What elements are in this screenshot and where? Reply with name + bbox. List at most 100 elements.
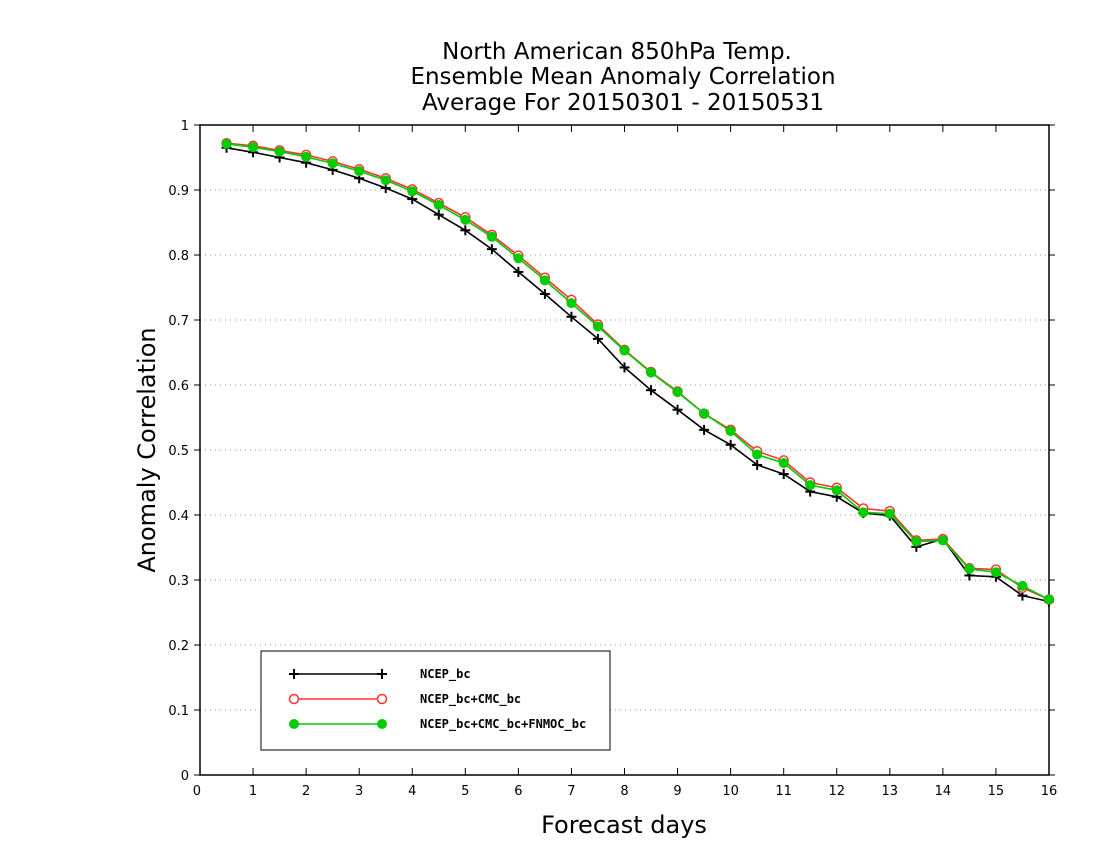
series-2-point-25 [884,508,895,519]
y-tick-label-3: 0.3 [168,574,189,589]
series-0-point-12 [539,289,550,299]
title-line-3: Average For 20150301 - 20150531 [422,90,824,116]
legend: NCEP_bc NCEP_bc+CMC_bc NCEP_bc+CMC_bc+FNMO… [260,650,611,751]
grid-lines [200,189,1049,711]
x-tick-label-12: 12 [828,784,845,799]
title-line-2: Ensemble Mean Anomaly Correlation [410,64,835,90]
title-line-1: North American 850hPa Temp. [442,39,792,65]
series-2-point-17 [672,387,683,398]
series-2-point-15 [619,345,630,356]
series-2-point-30 [1017,580,1028,591]
series-2-point-6 [380,175,391,186]
series-layer [221,137,1055,607]
x-tick-label-9: 9 [673,784,681,799]
series-2-point-5 [354,166,365,177]
series-2-point-2 [274,146,285,157]
series-2-point-27 [937,535,948,546]
series-2-point-23 [831,485,842,496]
series-2-point-22 [805,480,816,491]
series-2-point-19 [725,426,736,437]
x-tick-label-11: 11 [775,784,792,799]
series-2-point-28 [964,563,975,574]
legend-entry-1: NCEP_bc+CMC_bc [288,692,521,707]
y-tick-label-8: 0.8 [168,249,189,264]
series-0-point-9 [460,225,471,236]
series-0-point-13 [566,311,577,322]
legend-entry-2: NCEP_bc+CMC_bc+FNMOC_bc [289,717,586,732]
series-0-point-11 [513,266,524,277]
y-tick-label-0: 0 [181,769,189,784]
series-2-point-4 [327,158,338,169]
y-tick-label-10: 1 [181,119,189,134]
series-0-point-19 [725,439,736,450]
series-2-point-8 [433,199,444,210]
series-0-point-20 [752,459,763,470]
x-tick-label-5: 5 [461,784,469,799]
series-0-point-15 [619,362,630,373]
series-0-point-10 [486,244,497,255]
series-0-point-14 [592,333,603,344]
y-tick-label-4: 0.4 [168,509,189,524]
legend-marker-end-2 [377,719,387,729]
series-2-point-1 [248,142,259,153]
series-2-point-24 [858,507,869,518]
series-0-point-8 [433,209,444,220]
series-2-point-11 [513,253,524,264]
legend-marker-start-1 [288,693,300,705]
x-tick-label-3: 3 [355,784,363,799]
series-2-point-20 [752,449,763,460]
series-line-1 [226,142,1050,601]
series-2-point-21 [778,458,789,468]
series-0-point-17 [672,404,683,415]
y-tick-label-9: 0.9 [168,184,189,199]
series-0-point-16 [646,385,657,396]
x-tick-label-10: 10 [722,784,739,799]
x-tick-label-14: 14 [935,784,952,799]
legend-marker-end-1 [376,693,388,705]
legend-entry-0: NCEP_bc [289,667,471,682]
legend-box [260,650,611,751]
x-tick-label-13: 13 [882,784,899,799]
x-tick-label-4: 4 [408,784,416,799]
series-0 [221,142,1054,607]
series-1 [221,137,1055,605]
series-2-point-26 [911,536,922,547]
x-tick-label-7: 7 [567,784,575,799]
series-0-point-18 [699,424,710,435]
x-tick-label-1: 1 [249,784,257,799]
series-2 [221,138,1054,605]
series-2-point-3 [301,151,312,162]
y-tick-label-1: 0.1 [168,704,189,719]
legend-label-0: NCEP_bc [420,667,471,682]
y-tick-label-2: 0.2 [168,639,189,654]
series-2-point-31 [1044,594,1054,605]
series-2-point-14 [592,321,603,332]
series-line-0 [226,147,1050,603]
axes: 00.10.20.30.40.50.60.70.80.910 1 2 3 4 5 6 7 8 9 1… [168,119,1057,799]
series-2-point-16 [646,367,657,378]
series-2-point-0 [221,138,232,149]
legend-label-2: NCEP_bc+CMC_bc+FNMOC_bc [420,717,586,732]
x-tick-label-8: 8 [620,784,628,799]
y-tick-label-6: 0.6 [168,379,189,394]
series-2-point-10 [486,231,497,242]
x-tick-label-6: 6 [514,784,522,799]
legend-label-1: NCEP_bc+CMC_bc [420,692,521,707]
legend-marker-start-0 [289,669,299,679]
legend-marker-start-2 [289,719,299,729]
chart-title: North American 850hPa Temp. Ensemble Mea… [410,39,835,116]
x-tick-label-0: 0 [193,784,201,799]
series-2-point-13 [566,298,577,309]
y-axis-label: Anomaly Correlation [133,327,161,572]
x-tick-label-15: 15 [988,784,1005,799]
series-2-point-29 [990,567,1001,578]
series-line-2 [226,143,1050,601]
series-2-point-9 [460,214,471,225]
series-0-point-21 [778,469,789,480]
y-tick-label-5: 0.5 [168,444,189,459]
series-2-point-7 [407,186,418,197]
x-axis-label: Forecast days [541,811,707,839]
series-2-point-12 [539,275,550,286]
x-tick-label-2: 2 [302,784,310,799]
